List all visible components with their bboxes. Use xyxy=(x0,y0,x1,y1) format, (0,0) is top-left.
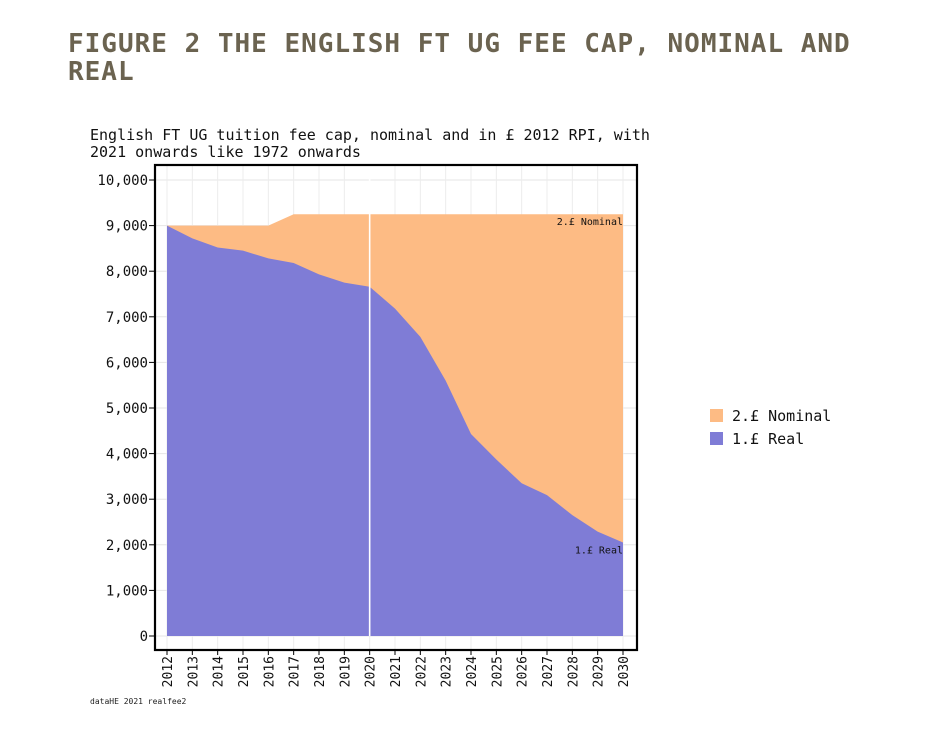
y-tick-label: 3,000 xyxy=(106,492,148,508)
x-tick-label: 2021 xyxy=(389,656,404,687)
x-tick-label: 2020 xyxy=(364,656,379,687)
x-tick-label: 2016 xyxy=(262,656,277,687)
x-tick-label: 2024 xyxy=(465,656,480,687)
x-tick-label: 2019 xyxy=(338,656,353,687)
x-tick-label: 2015 xyxy=(237,656,252,687)
legend-label-real: 1.£ Real xyxy=(732,429,805,448)
area-series-1 xyxy=(167,225,623,636)
legend-swatch-real xyxy=(710,432,723,445)
x-tick-label: 2028 xyxy=(566,656,581,687)
x-tick-label: 2013 xyxy=(186,656,201,687)
x-tick-label: 2017 xyxy=(288,656,303,687)
x-axis: 2012 2013 2014 2015 2016 2017 2018 2019 2020 2021… xyxy=(161,650,632,687)
legend-item-nominal: 2.£ Nominal xyxy=(710,404,831,427)
y-tick-label: 7,000 xyxy=(106,310,148,326)
x-tick-label: 2022 xyxy=(414,656,429,687)
y-tick-label: 8,000 xyxy=(106,264,148,280)
y-tick-label: 6,000 xyxy=(106,355,148,371)
y-tick-label: 4,000 xyxy=(106,447,148,463)
x-tick-label: 2023 xyxy=(440,656,455,687)
y-tick-label: 9,000 xyxy=(106,219,148,235)
annotation-1: 1.£ Real xyxy=(575,546,623,557)
x-tick-label: 2027 xyxy=(541,656,556,687)
x-tick-label: 2029 xyxy=(592,656,607,687)
y-tick-label: 1,000 xyxy=(106,583,148,599)
chart-areas xyxy=(167,214,623,636)
chart-title: English FT UG tuition fee cap, nominal a… xyxy=(90,126,650,161)
y-tick-label: 10,000 xyxy=(97,173,148,189)
y-tick-label: 5,000 xyxy=(106,401,148,417)
x-tick-label: 2014 xyxy=(212,656,227,687)
x-tick-label: 2025 xyxy=(490,656,505,687)
chart-legend: 2.£ Nominal 1.£ Real xyxy=(710,404,831,450)
x-tick-label: 2012 xyxy=(161,656,176,687)
legend-item-real: 1.£ Real xyxy=(710,427,831,450)
y-tick-label: 2,000 xyxy=(106,538,148,554)
legend-swatch-nominal xyxy=(710,409,723,422)
figure-title: FIGURE 2 THE ENGLISH FT UG FEE CAP, NOMI… xyxy=(68,29,851,87)
x-tick-label: 2018 xyxy=(313,656,328,687)
x-tick-label: 2030 xyxy=(617,656,632,687)
y-tick-label: 0 xyxy=(140,629,148,645)
legend-label-nominal: 2.£ Nominal xyxy=(732,406,832,425)
figure-footer: dataHE 2021 realfee2 xyxy=(90,697,187,706)
y-axis: 0 1,000 2,000 3,000 4,000 5,000 6,000 7,000 8,00… xyxy=(97,173,155,645)
x-tick-label: 2026 xyxy=(516,656,531,687)
annotation-0: 2.£ Nominal xyxy=(557,217,623,228)
chart-annotations: 2.£ Nominal 1.£ Real xyxy=(557,217,623,556)
